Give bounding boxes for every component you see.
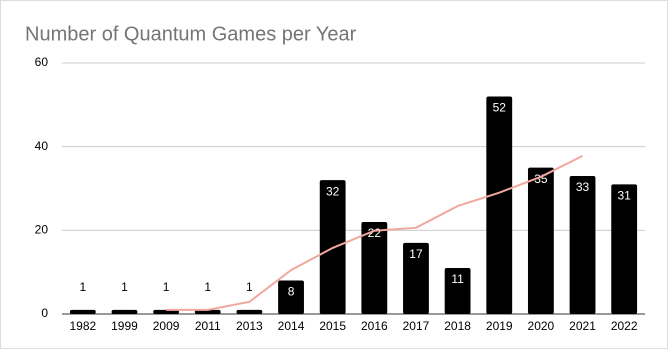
x-tick-label: 1982 bbox=[69, 319, 96, 333]
y-tick-label: 40 bbox=[35, 139, 49, 153]
y-tick-label: 0 bbox=[41, 306, 48, 320]
x-tick-label: 2011 bbox=[195, 319, 221, 333]
bar bbox=[611, 184, 638, 314]
x-tick-label: 1999 bbox=[111, 319, 138, 333]
data-label: 1 bbox=[163, 280, 170, 294]
data-label: 17 bbox=[409, 247, 423, 261]
bar bbox=[69, 309, 96, 314]
x-tick-label: 2018 bbox=[444, 319, 471, 333]
bar bbox=[236, 309, 263, 314]
bar bbox=[111, 309, 138, 314]
chart-title: Number of Quantum Games per Year bbox=[25, 23, 357, 45]
x-tick-label: 2014 bbox=[278, 319, 305, 333]
data-label: 1 bbox=[79, 280, 86, 294]
x-tick-label: 2009 bbox=[153, 319, 180, 333]
data-label: 1 bbox=[246, 280, 253, 294]
data-label: 8 bbox=[288, 285, 295, 299]
bar bbox=[486, 96, 513, 314]
bar bbox=[403, 242, 429, 314]
x-tick-label: 2019 bbox=[486, 319, 513, 333]
x-tick-label: 2021 bbox=[569, 319, 596, 333]
bar bbox=[527, 167, 554, 314]
x-tick-label: 2016 bbox=[361, 319, 388, 333]
trend-line bbox=[166, 154, 583, 311]
x-tick-label: 2020 bbox=[528, 319, 555, 333]
data-label: 33 bbox=[576, 180, 590, 194]
data-label: 31 bbox=[617, 188, 631, 202]
x-tick-label: 2017 bbox=[403, 319, 430, 333]
x-tick-label: 2022 bbox=[611, 319, 638, 333]
x-tick-label: 2013 bbox=[236, 319, 263, 333]
data-label: 1 bbox=[121, 280, 128, 294]
bar bbox=[278, 280, 304, 314]
bar bbox=[153, 309, 180, 314]
y-tick-label: 60 bbox=[35, 55, 49, 69]
data-label: 52 bbox=[493, 101, 507, 115]
x-tick-label: 2015 bbox=[319, 319, 346, 333]
bar bbox=[194, 309, 221, 314]
data-label: 11 bbox=[451, 272, 464, 286]
data-label: 32 bbox=[326, 184, 340, 198]
bar bbox=[569, 175, 596, 314]
y-tick-label: 20 bbox=[35, 223, 49, 237]
bar bbox=[444, 267, 471, 314]
bar bbox=[361, 221, 388, 314]
data-label: 1 bbox=[204, 280, 211, 294]
